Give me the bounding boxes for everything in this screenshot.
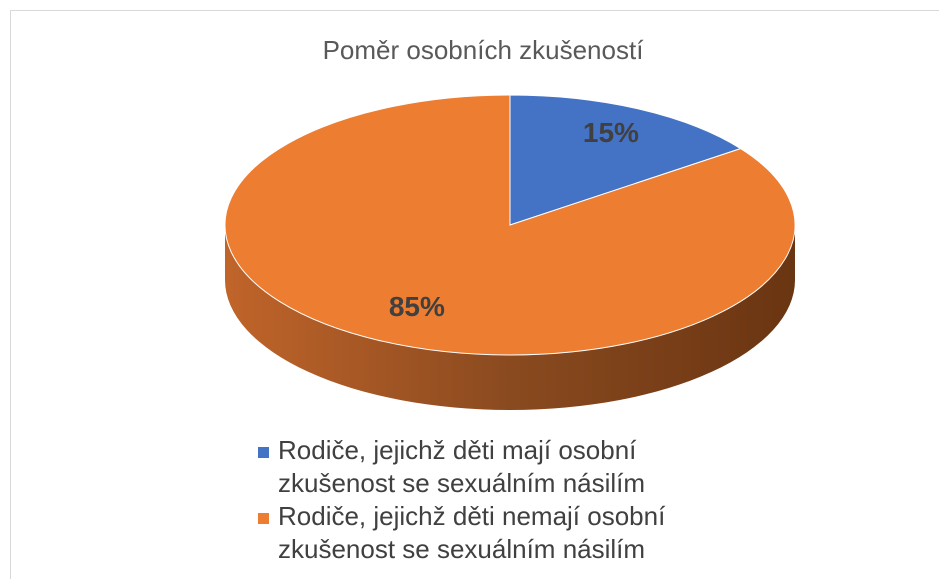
chart-title: Poměr osobních zkušeností <box>323 35 645 65</box>
legend-swatch <box>258 447 269 458</box>
legend-swatch <box>258 513 269 524</box>
legend-entry: Rodiče, jejichž děti nemají osobní zkuše… <box>258 500 758 566</box>
legend-label: Rodiče, jejichž děti mají osobní zkušeno… <box>278 435 646 498</box>
pie-slice <box>509 94 742 226</box>
pie-side <box>225 225 795 410</box>
data-label: 15% <box>583 117 639 148</box>
pie-slice <box>224 94 796 356</box>
legend: Rodiče, jejichž děti mají osobní zkušeno… <box>258 434 758 566</box>
legend-entry: Rodiče, jejichž děti mají osobní zkušeno… <box>258 434 758 500</box>
data-label: 85% <box>389 291 445 322</box>
legend-label: Rodiče, jejichž děti nemají osobní zkuše… <box>278 501 666 564</box>
